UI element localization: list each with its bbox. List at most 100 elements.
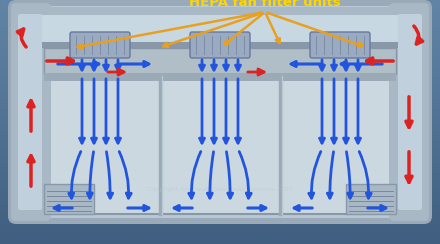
Bar — [0, 159, 440, 160]
Bar — [0, 61, 440, 62]
Bar — [0, 58, 440, 59]
Bar — [0, 124, 440, 125]
Bar — [0, 184, 440, 185]
Bar — [0, 25, 440, 26]
Bar — [0, 186, 440, 187]
Bar — [0, 198, 440, 199]
Bar — [0, 32, 440, 33]
Bar — [0, 201, 440, 202]
Bar — [0, 121, 440, 122]
Bar — [0, 167, 440, 168]
Bar — [0, 76, 440, 77]
FancyBboxPatch shape — [70, 32, 130, 58]
Bar — [0, 191, 440, 192]
Bar — [0, 188, 440, 189]
Bar — [0, 145, 440, 146]
Bar — [0, 91, 440, 92]
Bar — [0, 34, 440, 35]
Bar — [346, 184, 396, 214]
Bar — [0, 134, 440, 135]
Bar — [0, 86, 440, 87]
Bar — [0, 30, 440, 31]
Bar — [0, 237, 440, 238]
Bar — [0, 136, 440, 137]
Bar — [0, 35, 440, 36]
Bar — [0, 170, 440, 171]
Bar — [0, 151, 440, 152]
Bar — [0, 113, 440, 114]
Bar — [0, 139, 440, 140]
Bar — [0, 99, 440, 100]
Bar — [0, 158, 440, 159]
Bar — [0, 52, 440, 53]
Bar — [0, 125, 440, 126]
Bar — [0, 82, 440, 83]
Bar — [0, 227, 440, 228]
Bar — [0, 140, 440, 141]
Bar — [0, 112, 440, 113]
Bar — [0, 39, 440, 40]
Bar — [0, 0, 440, 1]
Bar — [0, 210, 440, 211]
Bar — [0, 104, 440, 105]
Bar — [0, 209, 440, 210]
Bar — [0, 175, 440, 176]
Bar — [0, 89, 440, 90]
Bar — [0, 19, 440, 20]
Bar — [0, 220, 440, 221]
Bar — [0, 120, 440, 121]
Bar — [0, 211, 440, 212]
Bar — [0, 11, 440, 12]
Bar — [0, 16, 440, 17]
Bar — [0, 130, 440, 131]
Bar — [0, 90, 440, 91]
Bar — [0, 239, 440, 240]
Bar — [0, 3, 440, 4]
FancyBboxPatch shape — [190, 32, 250, 58]
Bar — [0, 190, 440, 191]
Bar — [0, 128, 440, 129]
Bar — [0, 232, 440, 233]
Bar — [0, 212, 440, 213]
Bar — [0, 147, 440, 148]
Bar — [0, 45, 440, 46]
Bar — [0, 165, 440, 166]
Bar — [0, 15, 440, 16]
Bar — [0, 93, 440, 94]
Bar — [0, 157, 440, 158]
Bar — [0, 10, 440, 11]
Bar — [0, 141, 440, 142]
Bar — [0, 5, 440, 6]
Bar — [0, 115, 440, 116]
Bar — [0, 214, 440, 215]
Bar — [0, 152, 440, 153]
Bar — [0, 234, 440, 235]
Bar — [0, 47, 440, 48]
Bar — [0, 2, 440, 3]
Bar — [0, 219, 440, 220]
Bar — [0, 137, 440, 138]
Bar — [0, 195, 440, 196]
Bar — [44, 48, 396, 74]
Bar — [0, 118, 440, 119]
Bar — [0, 123, 440, 124]
Bar — [0, 224, 440, 225]
Bar — [0, 150, 440, 151]
Bar — [0, 185, 440, 186]
FancyBboxPatch shape — [398, 14, 422, 210]
Bar — [0, 193, 440, 194]
Bar — [0, 177, 440, 178]
Bar — [0, 166, 440, 167]
Bar — [0, 71, 440, 72]
Bar — [0, 156, 440, 157]
Bar — [0, 189, 440, 190]
Bar — [0, 205, 440, 206]
Bar — [0, 221, 440, 222]
Bar — [0, 107, 440, 108]
Bar — [0, 216, 440, 217]
Bar — [0, 168, 440, 169]
Bar — [0, 74, 440, 75]
Bar — [0, 178, 440, 179]
Bar — [0, 218, 440, 219]
Bar — [0, 18, 440, 19]
